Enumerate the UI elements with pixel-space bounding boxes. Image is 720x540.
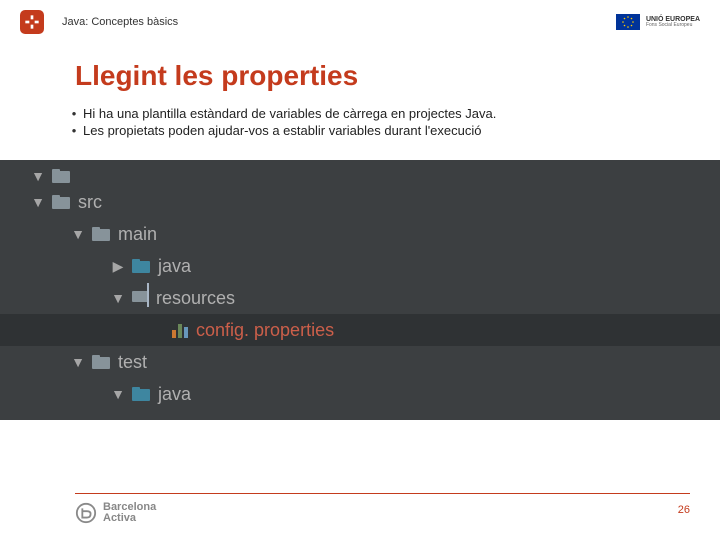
- breadcrumb: Java: Conceptes bàsics: [62, 16, 616, 28]
- tree-label: main: [118, 224, 157, 245]
- eu-sublabel: Fons Social Europeu: [646, 23, 700, 28]
- tree-row: ▶ java: [0, 250, 720, 282]
- eu-flag-icon: [616, 14, 640, 30]
- folder-icon: [52, 169, 70, 183]
- chevron-down-icon: ▼: [110, 290, 126, 306]
- tree-row: ▼ main: [0, 218, 720, 250]
- tree-label: config. properties: [196, 320, 334, 341]
- tree-label: src: [78, 192, 102, 213]
- slide-title: Llegint les properties: [0, 40, 720, 106]
- tree-row: config. properties: [0, 314, 720, 346]
- folder-icon: [92, 355, 110, 369]
- chevron-right-icon: ▶: [110, 258, 126, 275]
- footer-brand-bottom: Activa: [103, 513, 156, 524]
- tree-label: java: [158, 256, 191, 277]
- page-number: 26: [678, 504, 690, 516]
- tree-row: ▼ test: [0, 346, 720, 378]
- bullet-list: •Hi ha una plantilla estàndard de variab…: [0, 106, 720, 160]
- tree-row: ▼: [0, 166, 720, 186]
- folder-icon: [92, 227, 110, 241]
- footer-divider: [75, 493, 690, 494]
- tree-row: ▼ src: [0, 186, 720, 218]
- bullet-item: •Les propietats poden ajudar-vos a estab…: [65, 123, 720, 138]
- folder-icon: [52, 195, 70, 209]
- barcelona-activa-logo: Barcelona Activa: [75, 502, 156, 524]
- tree-row: ▼ java: [0, 378, 720, 410]
- chevron-down-icon: ▼: [70, 354, 86, 370]
- ba-logo-icon: [75, 502, 97, 524]
- chevron-down-icon: ▼: [70, 226, 86, 242]
- chevron-down-icon: ▼: [110, 386, 126, 402]
- tree-label: test: [118, 352, 147, 373]
- bullet-text: Les propietats poden ajudar-vos a establ…: [83, 123, 720, 138]
- bullet-dot-icon: •: [65, 123, 83, 138]
- footer: Barcelona Activa: [75, 502, 156, 524]
- bullet-text: Hi ha una plantilla estàndard de variabl…: [83, 106, 720, 121]
- ide-tree-screenshot: ▼ ▼ src ▼ main ▶ java ▼ resources config. propert…: [0, 160, 720, 420]
- tree-label: resources: [156, 288, 235, 309]
- tree-row: ▼ resources: [0, 282, 720, 314]
- tree-label: java: [158, 384, 191, 405]
- topbar: Java: Conceptes bàsics UNIÓ EUROPEA Fons…: [0, 0, 720, 40]
- bullet-dot-icon: •: [65, 106, 83, 121]
- bullet-item: •Hi ha una plantilla estàndard de variab…: [65, 106, 720, 121]
- chevron-down-icon: ▼: [30, 168, 46, 184]
- folder-icon: [132, 259, 150, 273]
- resources-folder-icon: [132, 291, 148, 305]
- chevron-down-icon: ▼: [30, 194, 46, 210]
- folder-icon: [132, 387, 150, 401]
- brand-logo-icon: [20, 10, 44, 34]
- properties-file-icon: [172, 322, 188, 338]
- eu-badge: UNIÓ EUROPEA Fons Social Europeu: [616, 14, 700, 30]
